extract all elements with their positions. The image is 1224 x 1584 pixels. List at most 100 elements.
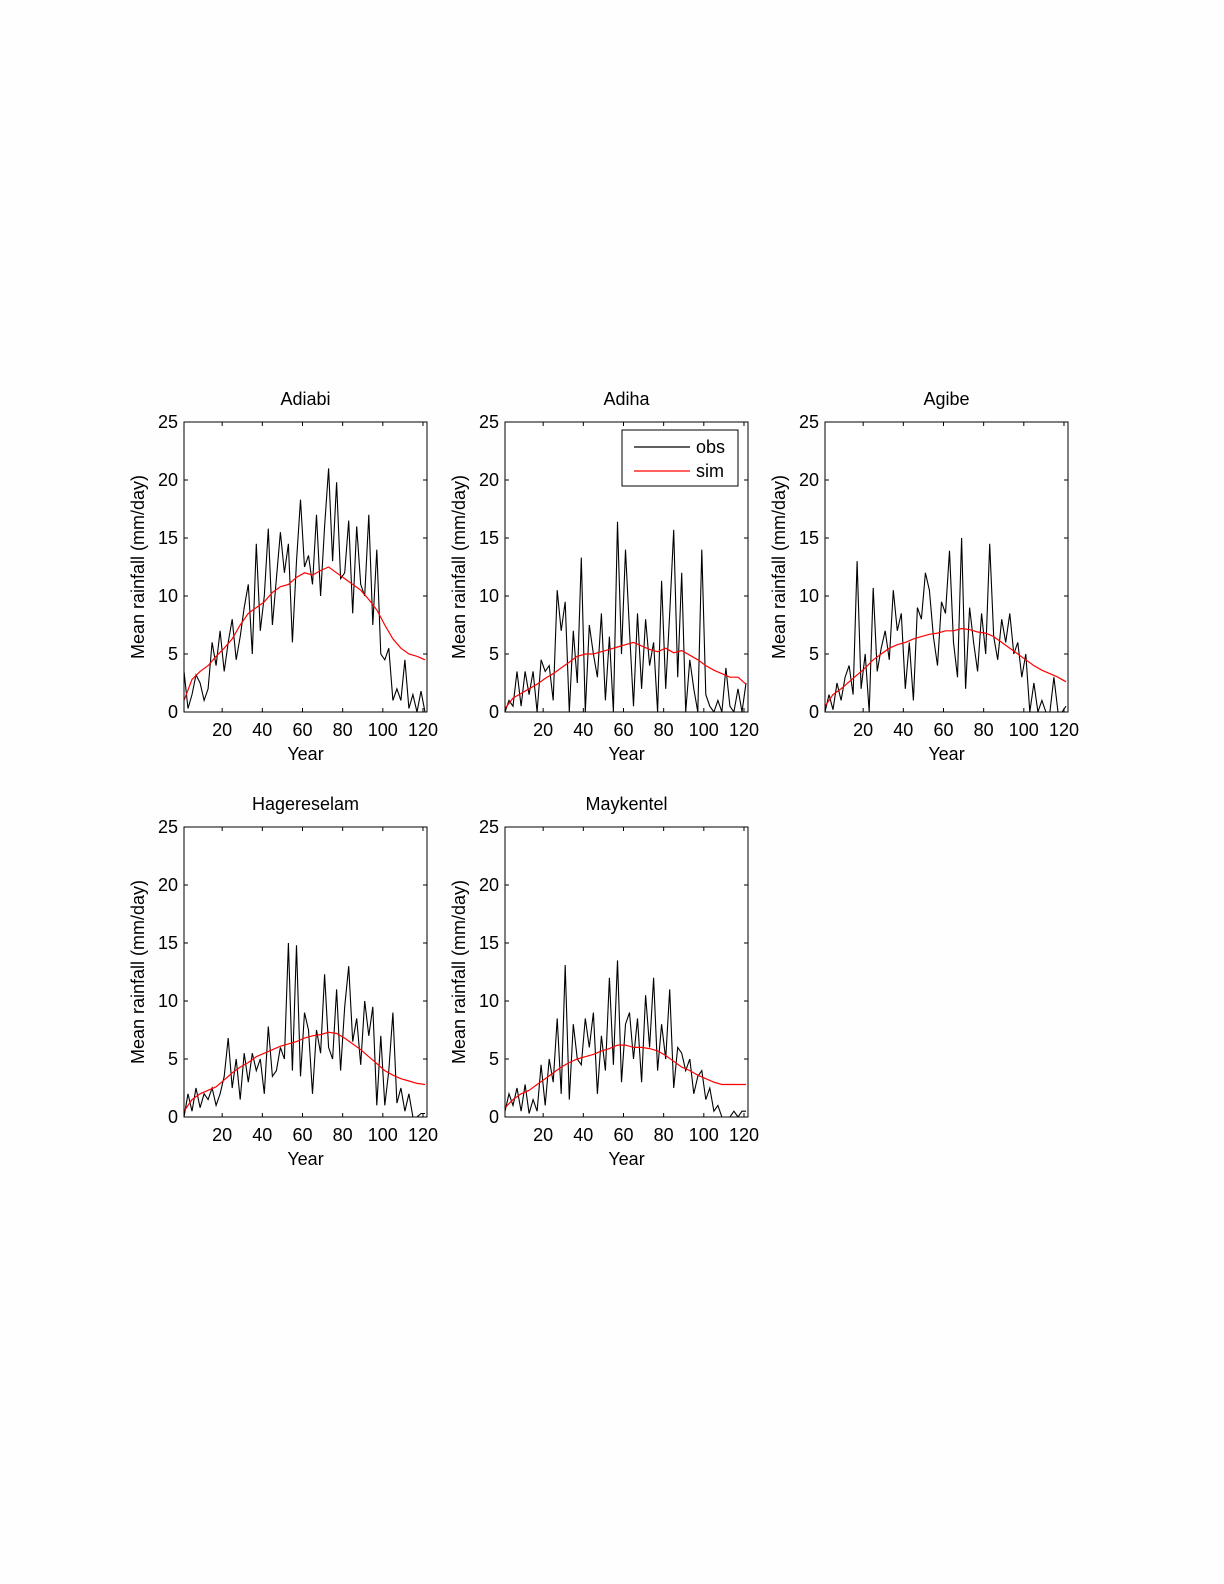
- x-tick-label: 80: [654, 720, 674, 740]
- x-axis-label: Year: [608, 1149, 644, 1169]
- x-tick-label: 120: [408, 720, 438, 740]
- x-tick-label: 60: [292, 1125, 312, 1145]
- subplot-adiabi: 20 40 60 80 100 120 0 5 10 15 20 25 Adiabi Year Mean r…: [128, 389, 438, 764]
- x-tick-label: 40: [252, 720, 272, 740]
- y-tick-label: 10: [158, 586, 178, 606]
- axes-box: [183, 421, 428, 713]
- y-tick-label: 25: [158, 817, 178, 837]
- y-tick-label: 25: [799, 412, 819, 432]
- plot-area: [825, 422, 1068, 712]
- series-obs-line: [505, 960, 746, 1117]
- x-tick-label: 100: [368, 1125, 398, 1145]
- y-tick-label: 10: [158, 991, 178, 1011]
- y-tick-label: 10: [799, 586, 819, 606]
- y-tick-label: 5: [489, 644, 499, 664]
- series-sim-line: [184, 566, 426, 701]
- y-tick-label: 5: [489, 1049, 499, 1069]
- x-tick-label: 60: [613, 1125, 633, 1145]
- x-axis-label: Year: [287, 1149, 323, 1169]
- y-tick-label: 25: [479, 817, 499, 837]
- x-tick-label: 20: [533, 1125, 553, 1145]
- x-tick-label: 100: [689, 1125, 719, 1145]
- axes-box: [504, 421, 749, 713]
- y-axis-label: Mean rainfall (mm/day): [769, 475, 789, 659]
- legend-box: [621, 429, 739, 487]
- y-tick-label: 5: [168, 1049, 178, 1069]
- y-tick-label: 20: [158, 470, 178, 490]
- x-tick-label: 120: [729, 720, 759, 740]
- plot-area: [505, 827, 748, 1117]
- y-tick-label: 25: [158, 412, 178, 432]
- series-sim-line: [825, 627, 1067, 707]
- y-tick-label: 5: [168, 644, 178, 664]
- x-tick-label: 20: [533, 720, 553, 740]
- legend: obs sim: [621, 429, 739, 487]
- y-tick-label: 15: [799, 528, 819, 548]
- y-tick-label: 15: [158, 933, 178, 953]
- x-tick-label: 120: [729, 1125, 759, 1145]
- x-tick-label: 20: [853, 720, 873, 740]
- x-tick-label: 60: [292, 720, 312, 740]
- subplot-title: Hagereselam: [252, 794, 359, 814]
- subplot-agibe: 20 40 60 80 100 120 0 5 10 15 20 25 Agibe Year Mean ra…: [769, 389, 1079, 764]
- y-axis-label: Mean rainfall (mm/day): [449, 475, 469, 659]
- x-tick-label: 40: [893, 720, 913, 740]
- x-tick-label: 80: [333, 1125, 353, 1145]
- y-tick-label: 0: [809, 702, 819, 722]
- subplot-adiha: 20 40 60 80 100 120 0 5 10 15 20 25 Adiha Year Mean ra…: [449, 389, 759, 764]
- subplot-title: Adiha: [603, 389, 650, 409]
- x-tick-label: 80: [974, 720, 994, 740]
- x-tick-label: 20: [212, 720, 232, 740]
- x-axis-label: Year: [287, 744, 323, 764]
- y-tick-label: 20: [799, 470, 819, 490]
- y-tick-label: 15: [158, 528, 178, 548]
- plot-area: [184, 422, 427, 712]
- x-tick-label: 100: [1009, 720, 1039, 740]
- x-tick-label: 20: [212, 1125, 232, 1145]
- series-obs-line: [825, 537, 1067, 712]
- x-axis-label: Year: [928, 744, 964, 764]
- x-tick-label: 120: [1049, 720, 1079, 740]
- x-tick-label: 60: [613, 720, 633, 740]
- subplot-title: Maykentel: [585, 794, 667, 814]
- legend-label-sim: sim: [696, 461, 724, 481]
- x-tick-label: 100: [368, 720, 398, 740]
- axes-box: [824, 421, 1069, 713]
- y-axis-label: Mean rainfall (mm/day): [128, 475, 148, 659]
- x-tick-label: 40: [573, 1125, 593, 1145]
- y-tick-label: 10: [479, 991, 499, 1011]
- x-tick-label: 60: [933, 720, 953, 740]
- x-tick-label: 80: [333, 720, 353, 740]
- subplot-maykentel: 20 40 60 80 100 120 0 5 10 15 20 25 Maykentel Year Mea…: [449, 794, 759, 1169]
- y-axis-label: Mean rainfall (mm/day): [128, 880, 148, 1064]
- x-tick-label: 80: [654, 1125, 674, 1145]
- y-tick-label: 0: [489, 702, 499, 722]
- axes-box: [504, 826, 749, 1118]
- y-tick-label: 15: [479, 933, 499, 953]
- y-tick-label: 10: [479, 586, 499, 606]
- y-tick-label: 20: [479, 875, 499, 895]
- y-tick-label: 0: [489, 1107, 499, 1127]
- x-tick-label: 40: [252, 1125, 272, 1145]
- series-obs-line: [184, 942, 425, 1117]
- series-sim-line: [505, 1044, 746, 1109]
- subplot-hagereselam: 20 40 60 80 100 120 0 5 10 15 20 25 Hagereselam Year M…: [128, 794, 438, 1169]
- y-tick-label: 0: [168, 1107, 178, 1127]
- series-obs-line: [505, 521, 747, 712]
- x-tick-label: 120: [408, 1125, 438, 1145]
- y-axis-label: Mean rainfall (mm/day): [449, 880, 469, 1064]
- series-sim-line: [184, 1031, 426, 1112]
- subplot-title: Agibe: [923, 389, 969, 409]
- y-tick-label: 15: [479, 528, 499, 548]
- y-tick-label: 20: [158, 875, 178, 895]
- series-sim-line: [505, 641, 747, 709]
- series-obs-line: [184, 468, 426, 712]
- y-tick-label: 0: [168, 702, 178, 722]
- x-tick-label: 100: [689, 720, 719, 740]
- x-tick-label: 40: [573, 720, 593, 740]
- subplot-title: Adiabi: [280, 389, 330, 409]
- y-tick-label: 20: [479, 470, 499, 490]
- axes-box: [183, 826, 428, 1118]
